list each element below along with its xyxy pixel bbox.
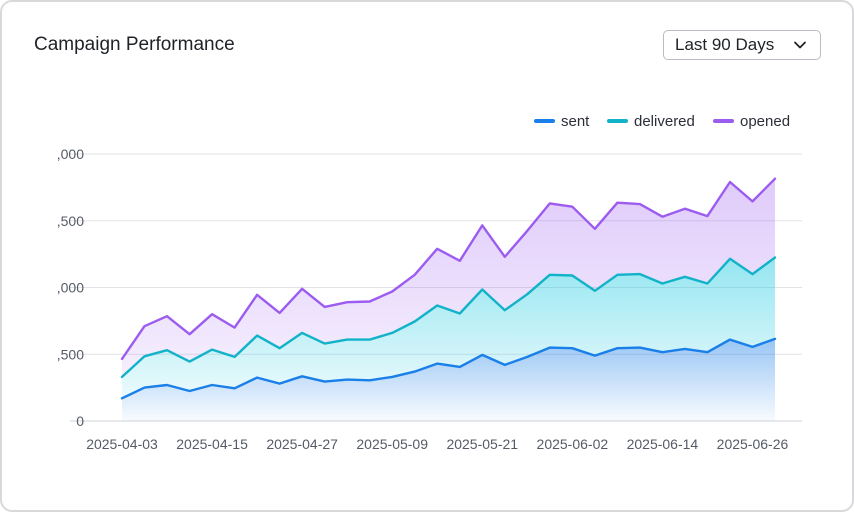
series-areas (122, 178, 775, 421)
y-axis-ticks: 0 ,500 ,000 ,500 ,000 (57, 146, 84, 429)
y-tick-label: ,500 (57, 213, 84, 229)
legend-item-delivered: delivered (607, 113, 695, 130)
date-range-select[interactable]: Last 90 Days (663, 30, 821, 60)
x-tick-label: 2025-05-21 (446, 436, 518, 452)
x-tick-label: 2025-06-02 (537, 436, 609, 452)
opened-area (122, 178, 775, 377)
series-lines (120, 177, 777, 400)
legend-item-opened: opened (713, 113, 790, 130)
date-range-label: Last 90 Days (675, 35, 775, 54)
x-axis-ticks: 2025-04-03 2025-04-15 2025-04-27 2025-05-09… (86, 436, 788, 452)
delivered-line (120, 256, 777, 379)
chevron-down-icon (794, 41, 806, 49)
opened-line (120, 177, 777, 361)
legend-label: sent (561, 113, 590, 130)
x-tick-label: 2025-04-15 (176, 436, 248, 452)
x-tick-label: 2025-04-03 (86, 436, 158, 452)
chart-title: Campaign Performance (34, 34, 235, 55)
y-tick-label: ,000 (57, 146, 84, 162)
y-tick-label: ,000 (57, 280, 84, 296)
legend-item-sent: sent (534, 113, 590, 130)
x-tick-label: 2025-04-27 (266, 436, 338, 452)
x-tick-label: 2025-06-14 (627, 436, 699, 452)
legend-label: opened (740, 113, 790, 130)
y-tick-label: ,500 (57, 346, 84, 362)
legend: sent delivered opened (534, 113, 790, 130)
sent-area (122, 338, 775, 421)
x-tick-label: 2025-05-09 (356, 436, 428, 452)
legend-label: delivered (634, 113, 695, 130)
y-tick-label: 0 (76, 413, 84, 429)
x-tick-label: 2025-06-26 (717, 436, 789, 452)
delivered-area (122, 257, 775, 399)
sent-line (120, 337, 777, 400)
